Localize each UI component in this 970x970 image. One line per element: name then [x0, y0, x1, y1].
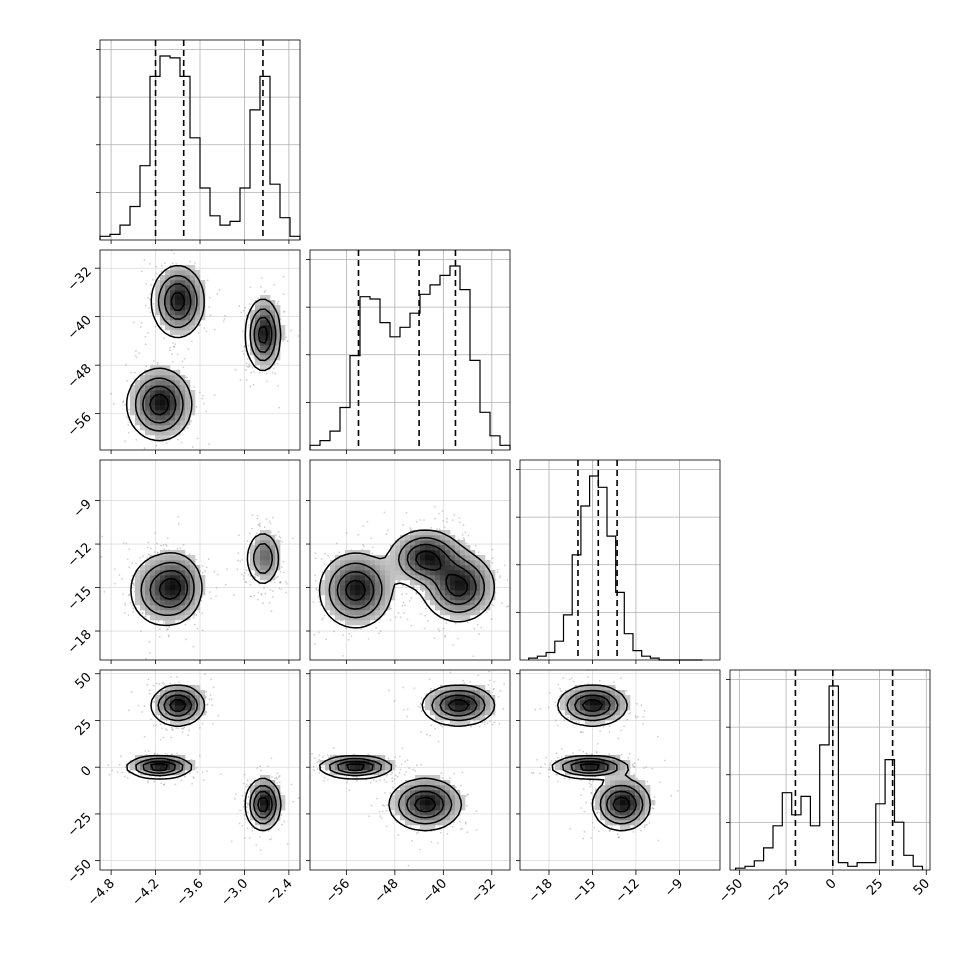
y-tick-label: −12	[65, 540, 95, 570]
hist-panel-0	[96, 39, 301, 241]
scatter-panel-2-1	[309, 459, 511, 661]
x-tick-label: −56	[323, 876, 353, 906]
y-tick-label: −18	[65, 627, 95, 657]
scatter-panel-3-1	[309, 669, 511, 871]
x-tick-label: −32	[469, 876, 499, 906]
y-tick-label: −56	[65, 410, 95, 440]
x-tick-label: 25	[864, 876, 886, 898]
panel-frame	[729, 669, 931, 871]
x-tick-label: −9	[662, 876, 686, 900]
x-tick-label: −18	[526, 876, 556, 906]
y-tick-label: 0	[78, 763, 94, 779]
panel-frame	[309, 249, 511, 451]
scatter-panel-3-0	[99, 669, 301, 871]
contours	[319, 684, 496, 832]
x-tick-label: −2.4	[263, 876, 296, 909]
hist-outline	[528, 475, 703, 661]
scatter-panel-1-0	[99, 249, 301, 451]
contours	[318, 529, 495, 629]
y-tick-label: −9	[71, 497, 95, 521]
x-tick-label: −12	[613, 876, 643, 906]
x-tick-label: −40	[420, 876, 450, 906]
hist-panel-2	[516, 459, 721, 661]
contours	[130, 533, 280, 627]
x-tick-label: −3.0	[218, 876, 251, 909]
y-tick-label: −40	[65, 313, 95, 343]
hist-outline	[309, 265, 511, 450]
x-tick-label: −4.2	[129, 876, 162, 909]
x-tick-label: 0	[823, 876, 839, 892]
hist-panel-3	[726, 669, 931, 871]
x-tick-label: −48	[372, 876, 402, 906]
y-tick-label: −50	[65, 857, 95, 887]
y-tick-label: −32	[65, 264, 95, 294]
contours	[551, 684, 652, 832]
contours	[125, 264, 282, 442]
x-tick-label: −4.8	[85, 876, 118, 909]
y-tick-label: −15	[65, 584, 95, 614]
panel-frame	[309, 669, 511, 871]
x-tick-label: −15	[569, 876, 599, 906]
hist-outline	[735, 685, 924, 870]
scatter-panel-3-2	[519, 669, 721, 871]
contours	[126, 684, 282, 832]
x-tick-label: −3.6	[174, 876, 207, 909]
panel-frame	[309, 459, 511, 661]
hist-panel-1	[306, 249, 511, 451]
y-tick-label: 50	[73, 670, 95, 692]
panel-frame	[519, 459, 721, 661]
x-tick-label: 50	[911, 876, 933, 898]
x-tick-label: −50	[716, 876, 746, 906]
y-tick-label: −25	[65, 810, 95, 840]
panel-frame	[519, 669, 721, 871]
y-tick-label: 25	[73, 717, 95, 739]
hist-outline	[99, 55, 301, 240]
y-tick-label: −48	[65, 361, 95, 391]
scatter-panel-2-0	[99, 459, 301, 661]
x-tick-label: −25	[763, 876, 793, 906]
